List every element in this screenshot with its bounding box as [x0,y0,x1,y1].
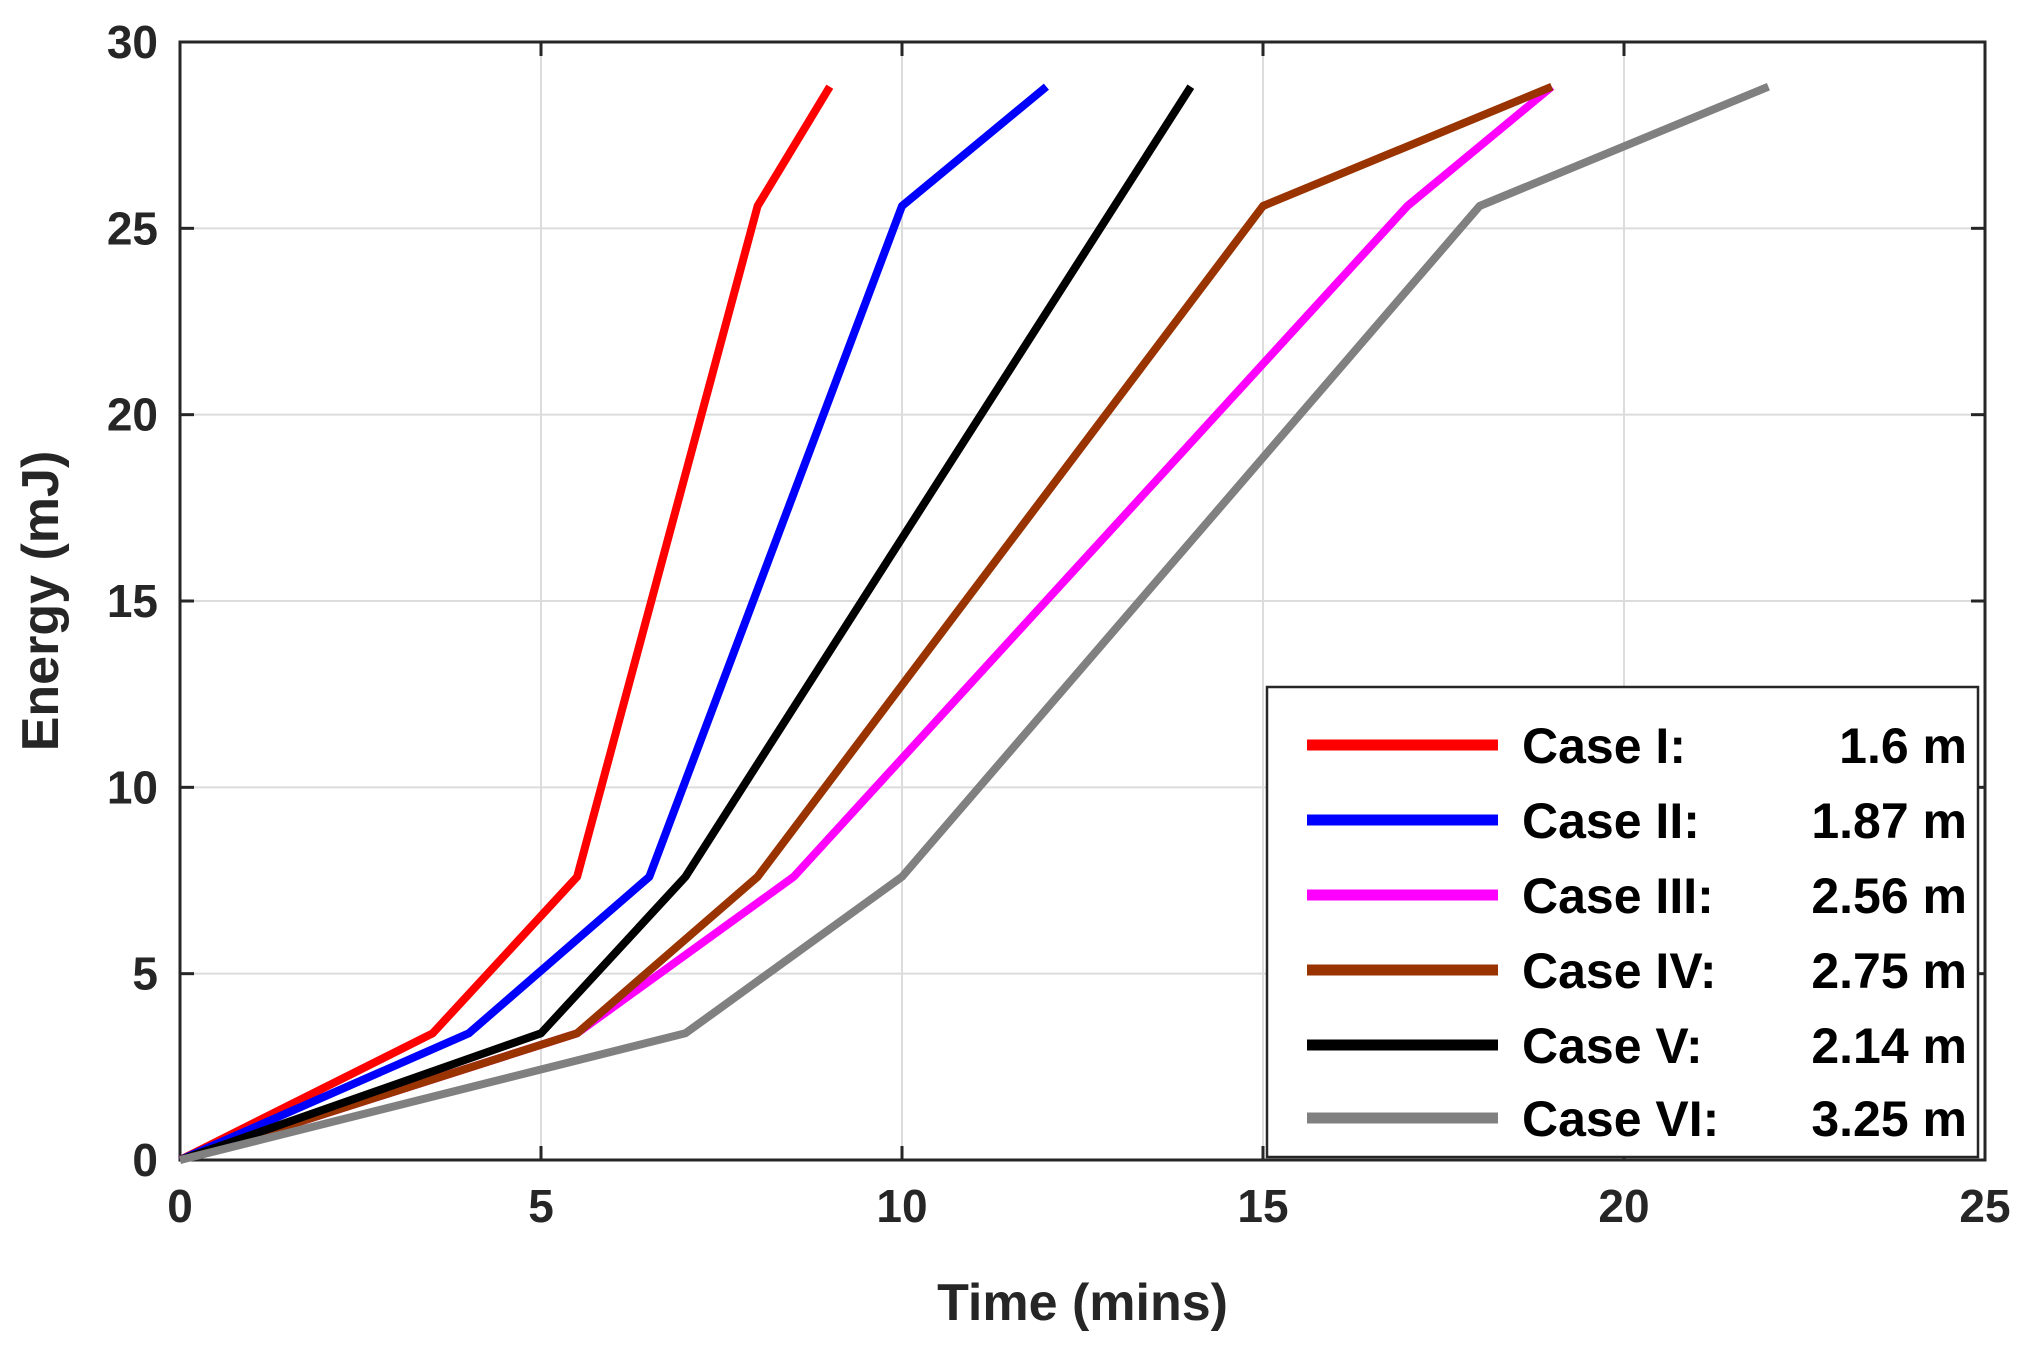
y-tick-label: 25 [107,202,158,254]
legend-case-name: Case I: [1522,718,1686,774]
x-tick-label: 5 [528,1180,554,1232]
legend-item-3: Case III: 2.56 m [1307,868,1967,924]
y-tick-label: 5 [132,948,158,1000]
x-tick-label: 25 [1959,1180,2010,1232]
legend-item-4: Case IV: 2.75 m [1307,943,1967,999]
legend-case-name: Case V: [1522,1018,1703,1074]
x-tick-label: 15 [1237,1180,1288,1232]
legend: Case I: 1.6 m Case II: 1.87 m Case III: 2.56 … [1265,685,1980,1159]
series-line-4 [178,83,1554,1164]
legend-item-2: Case II: 1.87 m [1307,793,1967,849]
x-axis-label: Time (mins) [937,1274,1228,1332]
y-tick-label: 0 [132,1134,158,1186]
tick-labels: 0 5 10 15 20 25 0 5 10 15 20 25 30 [107,16,2011,1232]
legend-case-value: 2.14 m [1811,1018,1967,1074]
legend-case-value: 3.25 m [1811,1091,1967,1147]
series-line-1 [178,84,834,1164]
legend-case-name: Case VI: [1522,1091,1719,1147]
legend-case-name: Case II: [1522,793,1700,849]
y-axis-label: Energy (mJ) [12,451,70,752]
series-lines [178,83,1770,1164]
x-tick-label: 20 [1598,1180,1649,1232]
y-tick-label: 20 [107,389,158,441]
legend-box [1265,685,1980,1159]
legend-case-value: 1.6 m [1839,718,1967,774]
legend-case-name: Case IV: [1522,943,1717,999]
series-line-6 [179,83,1770,1164]
legend-item-5: Case V: 2.14 m [1307,1018,1967,1074]
x-tick-label: 10 [876,1180,927,1232]
legend-case-name: Case III: [1522,868,1714,924]
legend-case-value: 2.75 m [1811,943,1967,999]
series-line-5 [178,84,1195,1164]
y-tick-label: 15 [107,575,158,627]
legend-item-6: Case VI: 3.25 m [1307,1091,1967,1147]
legend-item-1: Case I: 1.6 m [1307,718,1967,774]
y-tick-label: 30 [107,16,158,68]
x-tick-label: 0 [167,1180,193,1232]
series-line-2 [178,83,1049,1164]
legend-case-value: 1.87 m [1811,793,1967,849]
y-tick-label: 10 [107,761,158,813]
legend-case-value: 2.56 m [1811,868,1967,924]
